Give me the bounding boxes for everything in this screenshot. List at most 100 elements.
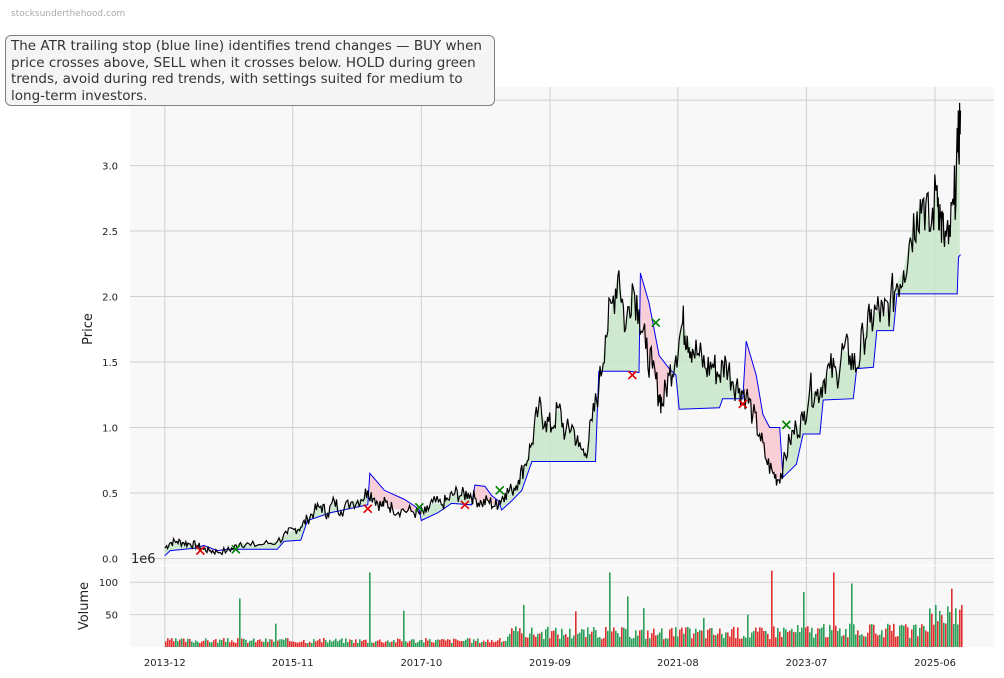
volume-tick-label: 50 [105,611,118,622]
volume-bar [435,640,437,647]
volume-bar [319,638,321,647]
atr-stop-line [164,254,961,557]
volume-bar [635,630,637,647]
volume-bar [521,633,523,647]
volume-bar [575,611,577,647]
volume-bar [283,639,285,647]
volume-bar [765,631,767,647]
volume-bar [393,640,395,647]
volume-bar [909,637,911,647]
volume-bar [583,629,585,647]
volume-bar [537,633,539,647]
volume-bar [177,641,179,647]
volume-bar [805,627,807,647]
signal-stroke [627,370,637,380]
volume-bar [691,638,693,647]
volume-bar [603,638,605,647]
volume-bar [237,638,239,647]
volume-bar [357,642,359,647]
volume-bar [643,608,645,647]
volume-bar [293,641,295,647]
volume-bar [595,630,597,647]
volume-bar [673,636,675,647]
price-tick-label: 0.5 [102,489,118,500]
volume-bar [267,641,269,647]
volume-bar [853,624,855,647]
volume-bar [599,637,601,647]
volume-bar [173,641,175,647]
volume-bar [417,642,419,647]
volume-bar [573,635,575,647]
volume-bar [543,638,545,647]
volume-bar [501,642,503,647]
volume-bar [499,638,501,647]
volume-bar [911,629,913,647]
volume-bar [423,642,425,647]
volume-bar [175,638,177,647]
volume-bar [837,630,839,647]
volume-bar [375,641,377,647]
volume-bar [671,627,673,647]
sell-signal-marker [738,399,748,409]
volume-bar [391,641,393,647]
volume-bar [321,642,323,647]
volume-bar [621,627,623,647]
volume-bar [677,636,679,647]
volume-bar [191,641,193,647]
volume-bar [625,629,627,647]
bearish-trend-fill [639,274,671,403]
volume-bar [747,614,749,647]
volume-bar [893,623,895,647]
volume-bar [659,632,661,647]
volume-bar [863,636,865,647]
volume-bar [723,637,725,647]
volume-bar [817,628,819,647]
volume-bar [307,642,309,647]
volume-bar [211,642,213,647]
volume-bar [295,642,297,647]
atr-stop-series-line [164,254,961,557]
volume-bar [555,627,557,647]
volume-bar [703,617,705,647]
volume-bar [481,641,483,647]
volume-bar [827,637,829,647]
volume-bar [309,641,311,647]
volume-bar [289,641,291,647]
signal-stroke [363,504,373,514]
volume-bar [469,638,471,647]
volume-bar [185,641,187,647]
volume-bar [869,624,871,647]
volume-bar [959,609,961,647]
volume-bar [873,624,875,647]
volume-bar [291,641,293,647]
volume-bar [327,642,329,647]
volume-bar [531,627,533,647]
volume-bar [545,629,547,647]
volume-bar [255,642,257,647]
volume-bar [475,641,477,647]
volume-bar [171,638,173,647]
volume-bar [587,627,589,647]
volume-bar [729,636,731,647]
volume-bar [313,639,315,647]
volume-bar [933,624,935,647]
volume-bar [251,640,253,647]
volume-bar [787,632,789,647]
volume-bar [379,639,381,647]
volume-bar [749,637,751,647]
volume-bar [181,638,183,647]
volume-bar [439,639,441,647]
volume-bar [885,628,887,647]
volume-bar [311,643,313,647]
volume-bar [281,639,283,647]
volume-bar [303,639,305,647]
volume-bar [743,636,745,647]
volume-bar [623,627,625,647]
volume-bar [279,639,281,647]
volume-bar [877,635,879,647]
volume-bar [229,642,231,647]
volume-bar [951,588,953,647]
volume-bar [719,628,721,647]
volume-bar [875,633,877,647]
